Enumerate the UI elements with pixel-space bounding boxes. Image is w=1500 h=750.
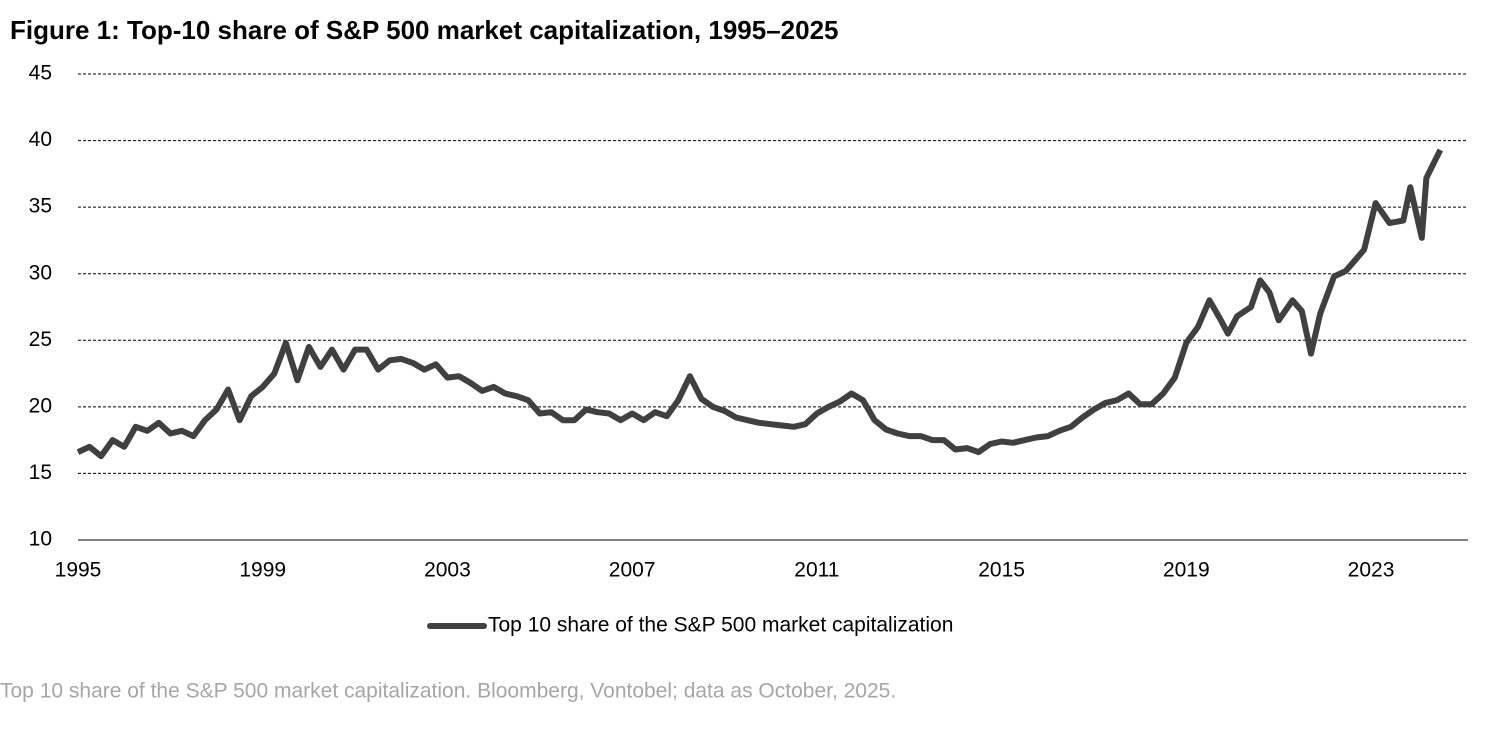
chart-title: Figure 1: Top-10 share of S&P 500 market… — [10, 15, 839, 45]
x-tick-label: 2011 — [794, 559, 839, 582]
y-tick-label: 25 — [29, 328, 52, 351]
x-tick-label: 2015 — [978, 559, 1025, 582]
y-tick-label: 45 — [29, 62, 52, 85]
x-tick-label: 2007 — [609, 559, 656, 582]
y-tick-label: 30 — [29, 261, 52, 284]
legend-label: Top 10 share of the S&P 500 market capit… — [488, 614, 953, 637]
x-tick-label: 2019 — [1163, 559, 1210, 582]
y-tick-label: 15 — [29, 461, 52, 484]
x-tick-label: 2003 — [424, 559, 471, 582]
x-tick-label: 1999 — [239, 559, 286, 582]
x-tick-label: 1995 — [55, 559, 102, 582]
y-tick-label: 35 — [29, 195, 52, 218]
series-line — [76, 148, 1443, 460]
x-tick-label: 2023 — [1348, 559, 1395, 582]
y-tick-label: 20 — [29, 394, 52, 417]
y-tick-label: 40 — [29, 128, 52, 151]
caption: Top 10 share of the S&P 500 market capit… — [0, 680, 896, 703]
y-tick-label: 10 — [29, 528, 52, 551]
